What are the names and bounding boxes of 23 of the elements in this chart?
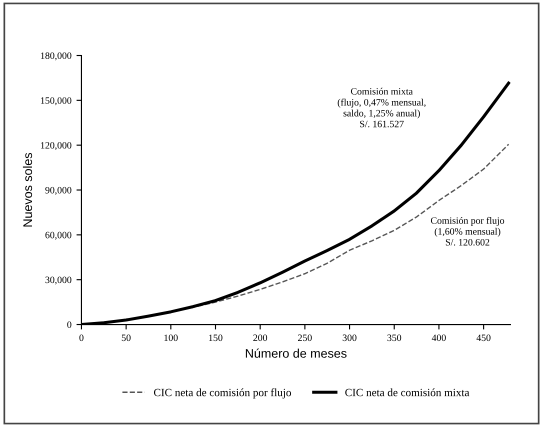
x-tick-label: 400 — [432, 334, 446, 342]
annotation: Comisión mixta (flujo, 0,47% mensual, saldo, 1,25% anual) S/. 161.527 — [338, 88, 426, 128]
x-tick-label: 200 — [253, 334, 268, 342]
x-tick-label: 0 — [79, 334, 84, 342]
y-tick-label: 150,000 — [40, 97, 72, 106]
x-tick-label: 50 — [122, 334, 131, 342]
y-axis-title: Nuevos soles — [22, 152, 32, 227]
y-tick-label: 180,000 — [40, 52, 72, 60]
annotation: Comisión por flujo (1,60% mensual) S/. 120.602 — [430, 216, 504, 246]
legend-label: CIC neta de comisión mixta — [345, 388, 470, 396]
y-tick-label: 90,000 — [45, 186, 72, 195]
y-tick-label: 60,000 — [45, 232, 72, 240]
x-tick-label: 150 — [209, 334, 222, 342]
x-tick-label: 100 — [164, 334, 178, 342]
y-tick-label: 30,000 — [45, 276, 72, 285]
x-tick-label: 250 — [298, 334, 312, 342]
legend-label: CIC neta de comisión por flujo — [154, 388, 292, 399]
x-axis-title: Número de meses — [246, 348, 347, 358]
x-tick-label: 300 — [342, 334, 356, 342]
y-tick-label: 0 — [67, 321, 72, 328]
x-tick-label: 350 — [387, 334, 402, 342]
y-tick-label: 120,000 — [40, 142, 72, 150]
x-tick-label: 450 — [476, 334, 491, 342]
